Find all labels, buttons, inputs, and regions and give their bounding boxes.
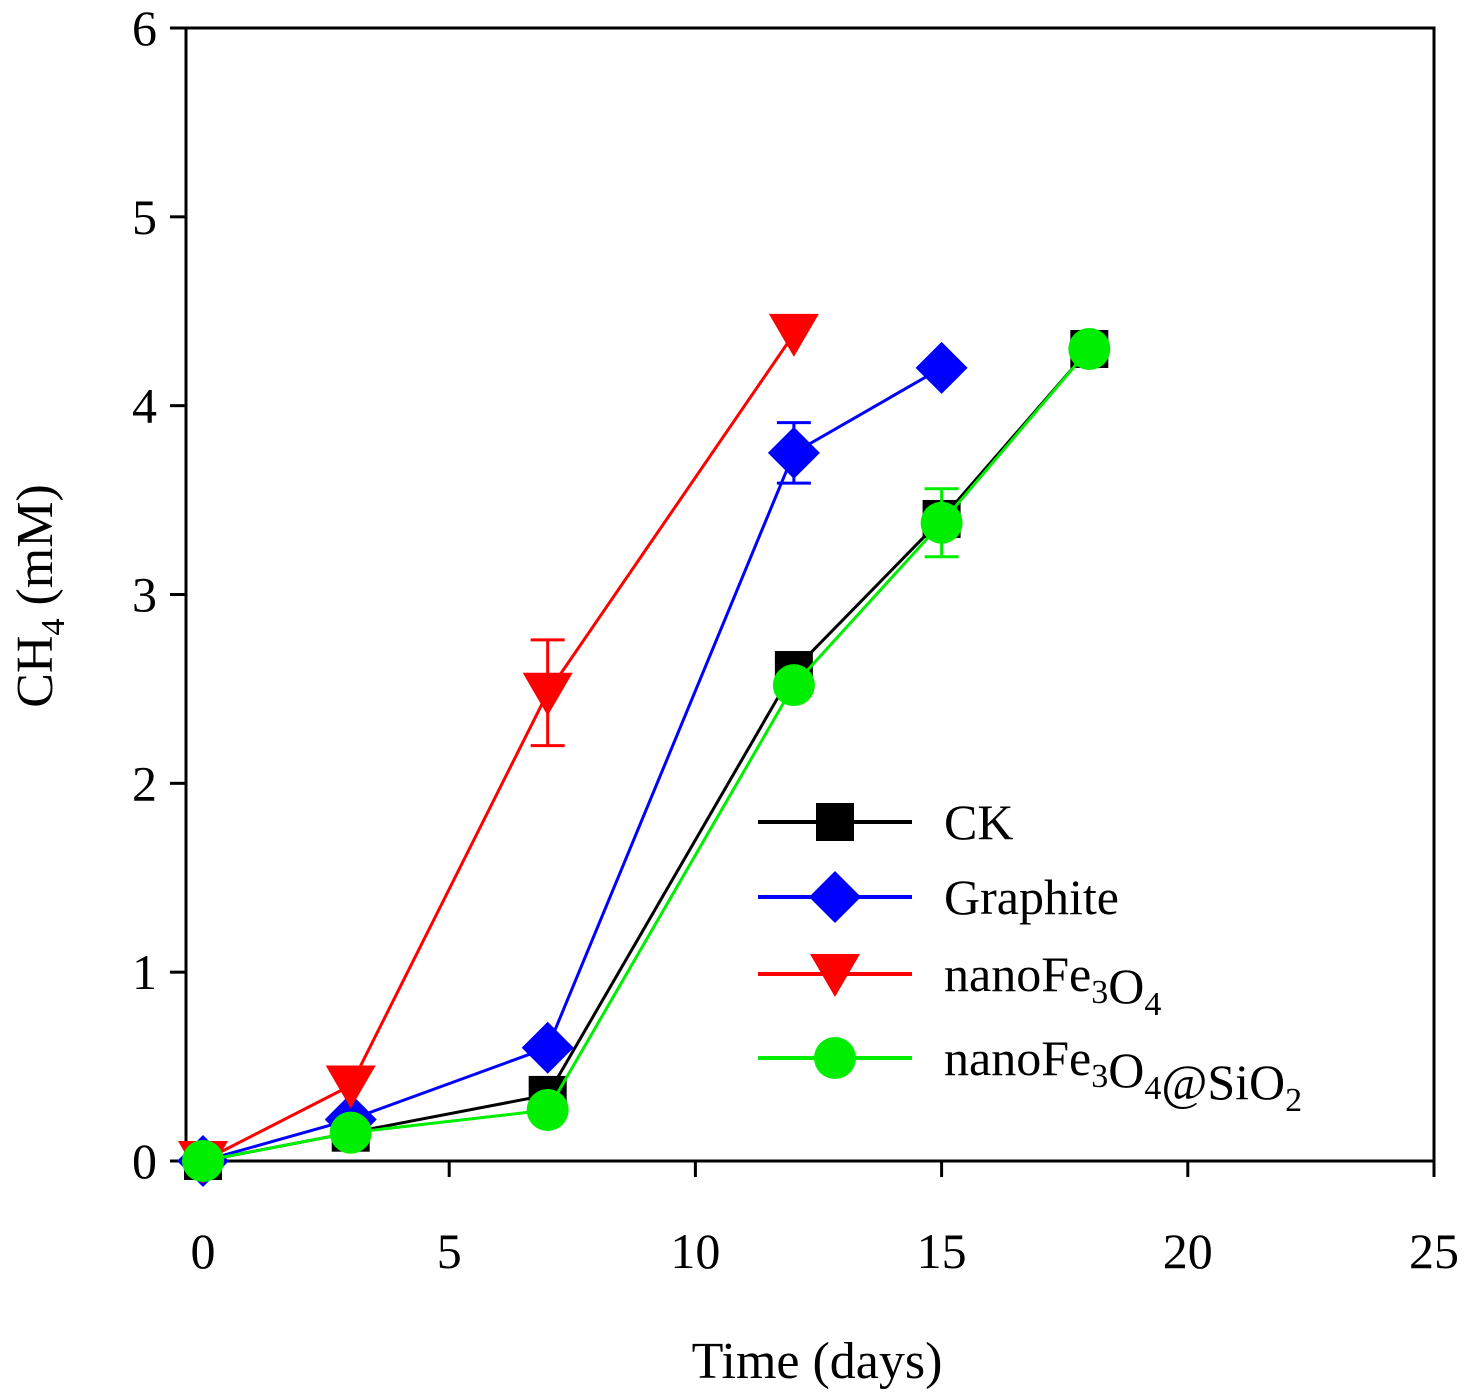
- data-point: [916, 342, 968, 394]
- data-point: [921, 502, 963, 544]
- chart-canvas: 0 5 10 15 20 25 0123456 CKGraphitenanoFe3O4na…: [0, 0, 1465, 1398]
- legend-marker: [816, 803, 854, 841]
- y-tick-label: 3: [132, 567, 157, 623]
- data-point: [527, 1089, 569, 1131]
- y-tick-label: 5: [132, 189, 157, 245]
- legend-marker: [814, 1037, 856, 1079]
- legend-label-text: nanoFe: [944, 946, 1091, 1002]
- data-point: [768, 427, 820, 479]
- data-point: [769, 314, 819, 357]
- legend-item: CK: [758, 794, 1013, 850]
- legend-label: CK: [944, 794, 1013, 850]
- legend-label-text: @SiO: [1161, 1054, 1285, 1110]
- y-axis: 0 1 2 3 4 5 6: [132, 0, 186, 1189]
- legend-label-subscript: 4: [1144, 986, 1161, 1023]
- legend-label: Graphite: [944, 869, 1119, 925]
- data-point: [182, 1140, 224, 1182]
- legend-label-text: Graphite: [944, 869, 1119, 925]
- y-tick-label: 1: [132, 944, 157, 1000]
- data-point: [1068, 328, 1110, 370]
- legend-item: nanoFe3O4@SiO2: [758, 1030, 1302, 1119]
- data-point: [326, 1065, 376, 1108]
- y-tick-label: 4: [132, 378, 157, 434]
- x-tick-label: 15: [917, 1223, 967, 1279]
- legend-item: Graphite: [758, 869, 1119, 925]
- series-line: [203, 334, 794, 1161]
- x-tick-label: 0: [191, 1223, 216, 1279]
- y-tick-label: 2: [132, 755, 157, 811]
- legend-label-text: O: [1108, 1042, 1144, 1098]
- legend-label-text: CK: [944, 794, 1013, 850]
- legend-label-subscript: 3: [1091, 974, 1108, 1011]
- x-axis: 0 5 10 15 20 25: [191, 1161, 1460, 1279]
- y-title-subscript: 4: [35, 619, 72, 636]
- legend-marker: [809, 871, 861, 923]
- y-title-unit: (mM): [7, 484, 64, 618]
- y-axis-title: CH4 (mM): [7, 484, 72, 708]
- plot-frame: [186, 28, 1434, 1161]
- data-point: [523, 673, 573, 716]
- legend-label-text: O: [1108, 958, 1144, 1014]
- legend-label-subscript: 4: [1144, 1070, 1161, 1107]
- legend-label: nanoFe3O4@SiO2: [944, 1030, 1302, 1119]
- legend-label-text: nanoFe: [944, 1030, 1091, 1086]
- data-point: [773, 664, 815, 706]
- y-tick-label: 6: [132, 0, 157, 56]
- x-tick-label: 25: [1409, 1223, 1459, 1279]
- x-tick-label: 20: [1163, 1223, 1213, 1279]
- legend-label: nanoFe3O4: [944, 946, 1161, 1023]
- legend-label-subscript: 3: [1091, 1058, 1108, 1095]
- series-nanofe3o4: [178, 314, 819, 1184]
- y-title-text: CH: [7, 636, 64, 708]
- legend-item: nanoFe3O4: [758, 946, 1161, 1023]
- x-tick-label: 5: [437, 1223, 462, 1279]
- legend-label-subscript: 2: [1285, 1082, 1302, 1119]
- x-tick-label: 10: [670, 1223, 720, 1279]
- y-tick-label: 0: [132, 1133, 157, 1189]
- data-point: [330, 1112, 372, 1154]
- x-axis-title: Time (days): [692, 1333, 943, 1390]
